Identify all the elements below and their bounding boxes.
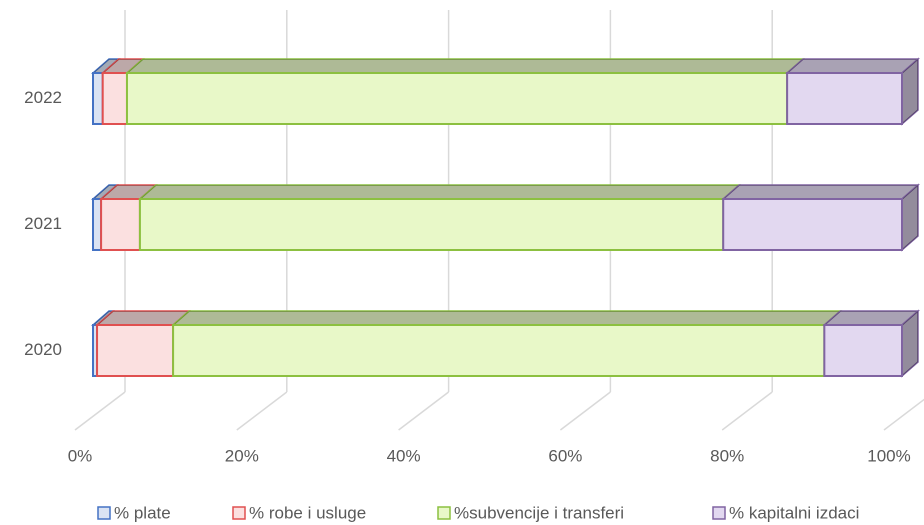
legend-label: % kapitalni izdaci — [729, 503, 859, 522]
bar-top-shade — [93, 59, 119, 73]
bar-front — [101, 72, 128, 125]
floor-line — [559, 391, 611, 431]
bar-front — [100, 198, 141, 251]
y-tick-label: 2022 — [24, 88, 62, 107]
bar-top-shade — [723, 185, 918, 199]
bar-top-shade — [139, 185, 740, 199]
bar-side-shade — [902, 59, 918, 124]
floor-line — [721, 391, 773, 431]
x-tick-label: 40% — [387, 446, 421, 465]
bar-top-shade — [101, 185, 156, 199]
bar-top-shade — [787, 59, 918, 73]
floor-line — [236, 391, 288, 431]
floor-line — [74, 391, 126, 431]
bar-side-shade — [902, 185, 918, 250]
bar-segment — [100, 58, 145, 125]
x-tick-label: 60% — [548, 446, 582, 465]
y-tick-label: 2020 — [24, 340, 62, 359]
legend-label: % robe i usluge — [249, 503, 366, 522]
bar-front — [172, 324, 826, 377]
bar-top-shade — [126, 59, 804, 73]
bar-front — [96, 324, 175, 377]
x-tick-label: 100% — [867, 446, 910, 465]
bar-top-shade — [93, 185, 118, 199]
y-tick-label: 2021 — [24, 214, 62, 233]
bar-segment — [822, 309, 920, 378]
bar-front — [722, 198, 903, 251]
bar-segment — [171, 310, 843, 377]
legend-swatch — [232, 506, 246, 520]
floor-line — [883, 398, 924, 431]
legend-swatch — [97, 506, 111, 520]
bar-top-shade — [102, 59, 143, 73]
legend-label: %subvencije i transferi — [454, 503, 624, 522]
bar-front — [125, 72, 789, 125]
bar-segment — [137, 184, 742, 251]
legend-label: % plate — [114, 503, 171, 522]
bar-side-shade — [902, 311, 918, 376]
x-tick-label: 80% — [710, 446, 744, 465]
bar-top-shade — [173, 311, 841, 325]
bar-top-shade — [97, 311, 190, 325]
x-tick-label: 20% — [225, 446, 259, 465]
legend-swatch — [712, 506, 726, 520]
bar-segment — [124, 58, 806, 125]
bar-segment — [721, 183, 920, 252]
bar-front — [92, 198, 103, 251]
bar-front — [138, 198, 725, 251]
bar-segment — [785, 57, 920, 126]
bar-front — [823, 324, 903, 377]
bar-top-shade — [824, 311, 918, 325]
bar-front — [786, 72, 904, 125]
legend-swatch — [437, 506, 451, 520]
bar-front — [92, 72, 104, 125]
floor-line — [398, 391, 450, 431]
x-tick-label: 0% — [68, 446, 93, 465]
bar-segment — [99, 184, 158, 251]
